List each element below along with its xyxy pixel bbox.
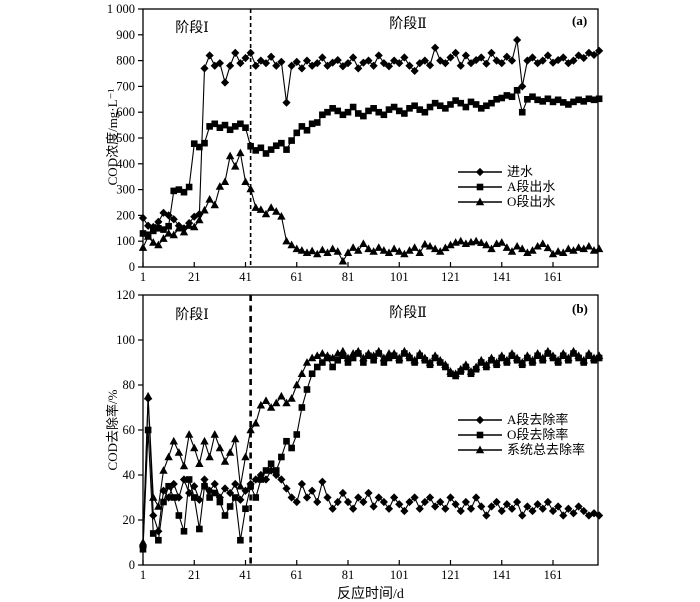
svg-text:161: 161 <box>544 270 563 284</box>
series-O段出水 <box>138 148 604 265</box>
svg-text:121: 121 <box>441 568 460 582</box>
legend-item: O段出水 <box>458 194 555 209</box>
svg-text:21: 21 <box>188 270 201 284</box>
svg-text:20: 20 <box>123 513 136 527</box>
legend-swatch-square <box>458 431 502 438</box>
svg-text:101: 101 <box>390 568 409 582</box>
legend-label: A段出水 <box>507 179 556 194</box>
legend-label: 进水 <box>507 164 534 179</box>
legend-label: O段去除率 <box>507 427 569 442</box>
y-axis-label-b: COD去除率/% <box>105 389 120 471</box>
legend-item: 系统总去除率 <box>458 442 585 457</box>
x-axis-label: 反应时间/d <box>337 587 404 602</box>
x-axis-ticks-b: 1 21 41 61 81 101 121 141 161 <box>140 560 563 582</box>
series-A段出水 <box>139 86 603 239</box>
legend-label: A段去除率 <box>507 412 569 427</box>
svg-text:120: 120 <box>116 288 135 302</box>
series-进水 <box>138 35 604 233</box>
legend-label: 系统总去除率 <box>507 442 586 457</box>
stage-2-label-b: 阶段Ⅱ <box>389 306 427 321</box>
svg-text:60: 60 <box>123 423 136 437</box>
legend-b: A段去除率 O段去除率 系统总去除率 <box>458 412 585 457</box>
legend-a: 进水 A段出水 O段出水 <box>458 164 555 209</box>
legend-swatch-diamond <box>458 167 502 176</box>
y-axis-ticks-b: 0 20 40 60 80 100 120 <box>116 288 143 572</box>
plot-frame-a <box>142 8 599 268</box>
legend-item: A段去除率 <box>458 412 585 427</box>
panel-letter-a: (a) <box>572 13 588 28</box>
svg-text:900: 900 <box>116 28 135 42</box>
svg-text:1: 1 <box>140 568 146 582</box>
svg-text:800: 800 <box>116 54 135 68</box>
svg-text:1 000: 1 000 <box>107 2 135 16</box>
svg-text:121: 121 <box>441 270 460 284</box>
svg-text:600: 600 <box>116 105 135 119</box>
svg-text:101: 101 <box>390 270 409 284</box>
svg-text:61: 61 <box>291 270 304 284</box>
svg-text:141: 141 <box>492 568 511 582</box>
svg-text:100: 100 <box>116 234 135 248</box>
svg-text:141: 141 <box>492 270 511 284</box>
legend-swatch-square <box>458 183 502 190</box>
svg-text:80: 80 <box>123 378 136 392</box>
stage-1-label-a: 阶段Ⅰ <box>175 21 209 36</box>
svg-text:400: 400 <box>116 157 135 171</box>
stage-2-label-a: 阶段Ⅱ <box>389 17 427 32</box>
svg-text:40: 40 <box>123 468 136 482</box>
legend-item: A段出水 <box>458 179 555 194</box>
svg-text:81: 81 <box>342 270 355 284</box>
legend-swatch-triangle <box>458 445 502 453</box>
svg-text:41: 41 <box>239 568 252 582</box>
panel-letter-b: (b) <box>572 301 588 316</box>
svg-text:100: 100 <box>116 333 135 347</box>
svg-text:500: 500 <box>116 131 135 145</box>
svg-text:1: 1 <box>140 270 146 284</box>
stage-1-label-b: 阶段Ⅰ <box>175 308 209 323</box>
legend-swatch-diamond <box>458 415 502 424</box>
svg-text:21: 21 <box>188 568 201 582</box>
legend-item: 进水 <box>458 164 555 179</box>
svg-text:0: 0 <box>129 260 135 274</box>
svg-text:200: 200 <box>116 208 135 222</box>
legend-label: O段出水 <box>507 194 556 209</box>
svg-text:41: 41 <box>239 270 252 284</box>
svg-text:61: 61 <box>291 568 304 582</box>
x-axis-ticks-a: 1 21 41 61 81 101 121 141 161 <box>140 262 563 284</box>
y-axis-label-a: COD浓度/mg·L⁻¹ <box>105 88 120 186</box>
svg-text:700: 700 <box>116 79 135 93</box>
legend-item: O段去除率 <box>458 427 585 442</box>
svg-text:0: 0 <box>129 558 135 572</box>
svg-text:300: 300 <box>116 183 135 197</box>
svg-text:161: 161 <box>544 568 563 582</box>
legend-swatch-triangle <box>458 197 502 205</box>
svg-text:81: 81 <box>342 568 355 582</box>
series-系统总去除率 <box>138 346 604 546</box>
y-axis-ticks-a: 0 100 200 300 400 500 600 700 800 900 1 000 <box>107 2 143 274</box>
